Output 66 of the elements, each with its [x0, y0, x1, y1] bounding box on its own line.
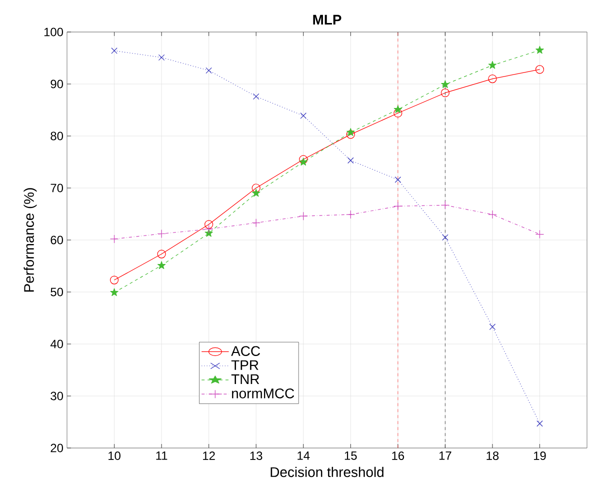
point: [204, 224, 214, 234]
y-tick-label: 80: [50, 132, 64, 140]
legend-label: TNR: [231, 374, 260, 384]
x-axis-title: Decision threshold: [270, 466, 384, 478]
point: [157, 229, 166, 238]
y-axis-title: Performance (%): [24, 188, 37, 292]
point: [536, 420, 543, 427]
point: [488, 60, 497, 69]
point: [346, 128, 355, 136]
point: [299, 212, 308, 220]
x-tick-label: 19: [534, 452, 546, 460]
legend-label: normMCC: [232, 388, 294, 398]
point: [394, 105, 402, 114]
point: [111, 48, 118, 54]
x-tick-label: 11: [156, 452, 168, 460]
x-tick-label: 15: [344, 452, 357, 460]
point: [394, 176, 402, 183]
x-tick-label: 14: [298, 452, 310, 460]
legend-label: TPR: [231, 360, 258, 370]
point: [440, 200, 450, 210]
point: [440, 88, 450, 98]
point: [252, 218, 260, 228]
point: [488, 74, 497, 84]
y-tick-label: 50: [50, 288, 64, 296]
point: [488, 210, 497, 219]
point: [442, 234, 448, 241]
point: [346, 130, 355, 139]
y-tick-label: 100: [44, 28, 64, 36]
point: [204, 228, 213, 237]
point: [535, 230, 544, 239]
y-tick-label: 60: [50, 236, 64, 244]
x-tick-label: 10: [108, 452, 120, 460]
point: [110, 234, 119, 244]
point: [252, 184, 260, 192]
x-tick-label: 12: [203, 452, 215, 460]
point: [110, 276, 119, 284]
point: [536, 46, 544, 54]
point: [157, 250, 166, 258]
point: [394, 202, 402, 210]
point: [535, 65, 544, 74]
point: [348, 157, 354, 164]
y-tick-label: 20: [50, 444, 64, 452]
x-tick-label: 16: [392, 452, 404, 460]
y-tick-label: 90: [50, 80, 64, 88]
point: [299, 158, 308, 166]
point: [252, 188, 260, 197]
chart-title: MLP: [313, 14, 342, 25]
x-tick-label: 18: [486, 452, 499, 460]
point: [206, 67, 212, 74]
point: [110, 288, 118, 296]
point: [489, 324, 496, 330]
y-tick-label: 70: [50, 184, 64, 192]
y-tick-label: 40: [50, 340, 64, 348]
point: [394, 108, 402, 118]
x-tick-label: 17: [439, 452, 452, 460]
point: [346, 210, 355, 219]
point: [204, 220, 214, 229]
legend-label: ACC: [231, 346, 260, 356]
point: [300, 112, 306, 119]
x-tick-label: 13: [250, 452, 262, 460]
point: [157, 261, 166, 270]
point: [441, 80, 450, 88]
y-tick-label: 30: [50, 392, 64, 400]
point: [252, 93, 260, 100]
point: [299, 155, 308, 164]
point: [158, 54, 165, 61]
